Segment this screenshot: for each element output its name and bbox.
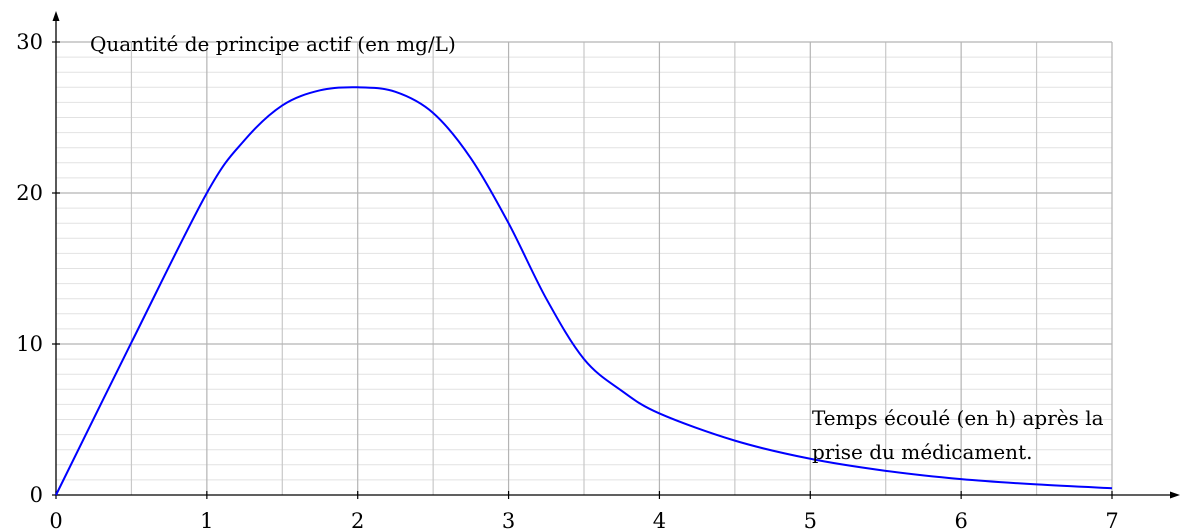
- x-axis-arrow: [1170, 492, 1180, 499]
- x-axis-label-line-1: Temps écoulé (en h) après la: [812, 406, 1104, 430]
- x-axis-label-line-2: prise du médicament.: [812, 440, 1032, 464]
- x-tick-label: 1: [200, 509, 213, 531]
- y-tick-label: 30: [16, 30, 43, 54]
- x-tick-label: 6: [954, 509, 967, 531]
- x-tick-label: 2: [351, 509, 364, 531]
- x-tick-label: 4: [653, 509, 666, 531]
- y-tick-label: 0: [30, 483, 43, 507]
- x-tick-label: 3: [502, 509, 515, 531]
- x-tick-label: 0: [49, 509, 62, 531]
- x-tick-label: 5: [804, 509, 817, 531]
- x-tick-label: 7: [1105, 509, 1118, 531]
- y-axis-arrow: [53, 11, 60, 21]
- y-tick-label: 10: [16, 332, 43, 356]
- y-tick-label: 20: [16, 181, 43, 205]
- y-axis-label: Quantité de principe actif (en mg/L): [90, 32, 456, 56]
